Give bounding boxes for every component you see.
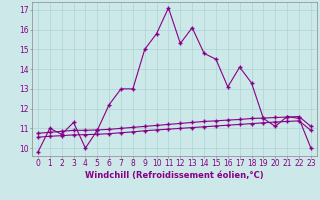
X-axis label: Windchill (Refroidissement éolien,°C): Windchill (Refroidissement éolien,°C)	[85, 171, 264, 180]
